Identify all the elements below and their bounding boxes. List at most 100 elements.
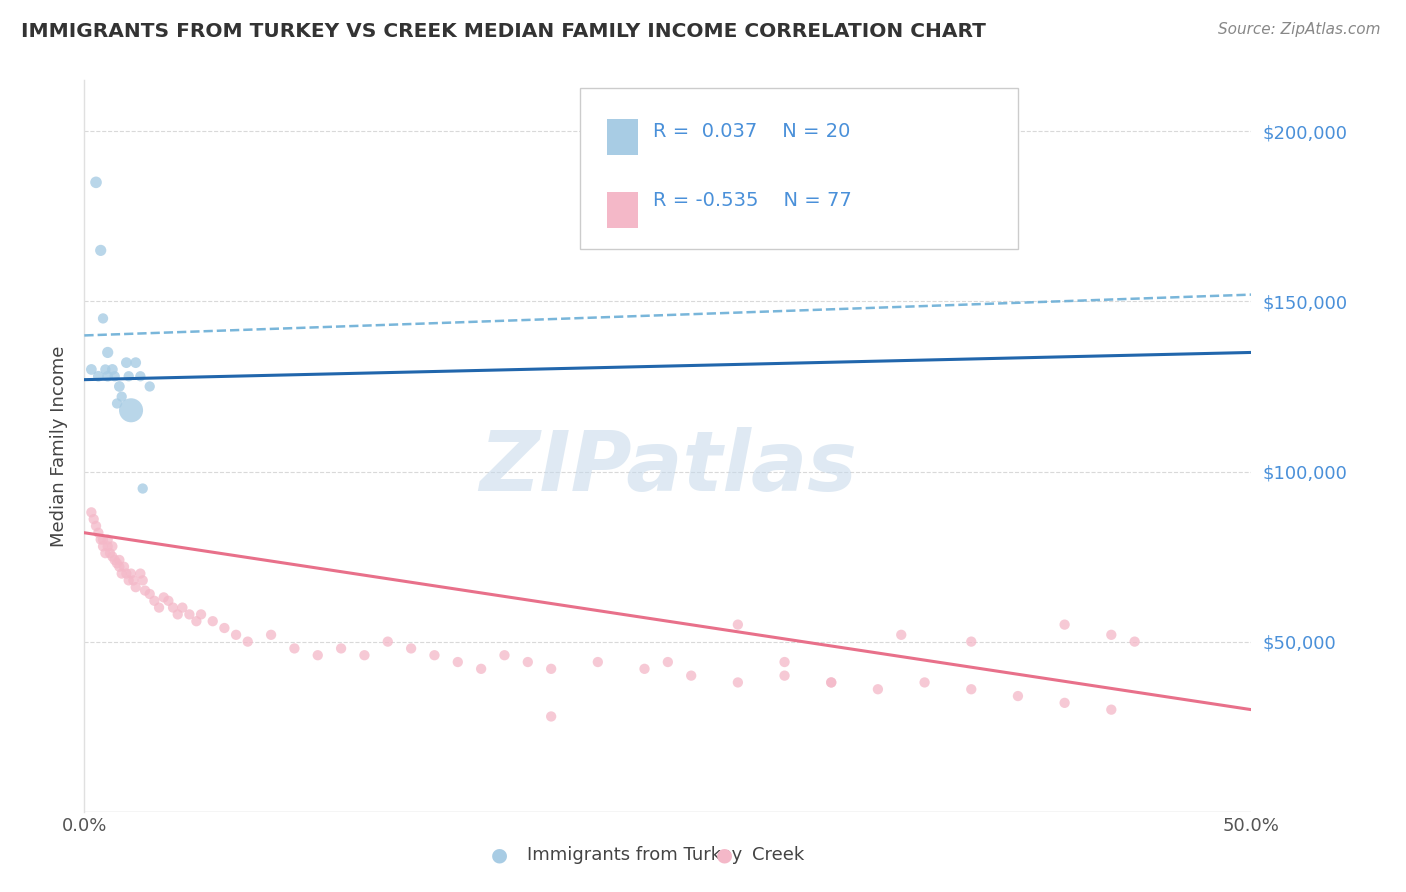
Point bbox=[105, 557, 128, 571]
Point bbox=[190, 607, 212, 622]
FancyBboxPatch shape bbox=[581, 87, 1018, 249]
Point bbox=[1099, 703, 1122, 717]
Point bbox=[214, 621, 236, 635]
Point bbox=[97, 533, 120, 547]
Point bbox=[866, 682, 889, 697]
Text: R =  0.037    N = 20: R = 0.037 N = 20 bbox=[652, 122, 851, 141]
Point bbox=[94, 362, 117, 376]
Point bbox=[84, 519, 107, 533]
Point bbox=[111, 566, 134, 581]
Point bbox=[101, 549, 124, 564]
Point bbox=[108, 559, 131, 574]
Point bbox=[129, 566, 152, 581]
Point bbox=[87, 369, 110, 384]
Point bbox=[118, 369, 141, 384]
Point bbox=[138, 379, 160, 393]
Point bbox=[540, 709, 562, 723]
FancyBboxPatch shape bbox=[607, 192, 637, 228]
Point bbox=[91, 533, 114, 547]
Point bbox=[132, 574, 155, 588]
Text: ●: ● bbox=[491, 845, 508, 864]
Point bbox=[470, 662, 492, 676]
Point bbox=[90, 244, 112, 258]
Point bbox=[90, 533, 112, 547]
Point bbox=[727, 675, 749, 690]
Point bbox=[773, 655, 796, 669]
Point bbox=[111, 390, 134, 404]
Point bbox=[97, 369, 120, 384]
Text: IMMIGRANTS FROM TURKEY VS CREEK MEDIAN FAMILY INCOME CORRELATION CHART: IMMIGRANTS FROM TURKEY VS CREEK MEDIAN F… bbox=[21, 22, 986, 41]
FancyBboxPatch shape bbox=[607, 119, 637, 155]
Point bbox=[84, 175, 107, 189]
Point bbox=[101, 540, 124, 554]
Point bbox=[120, 403, 142, 417]
Point bbox=[1053, 617, 1076, 632]
Point bbox=[657, 655, 679, 669]
Text: ZIPatlas: ZIPatlas bbox=[479, 427, 856, 508]
Point bbox=[307, 648, 329, 663]
Y-axis label: Median Family Income: Median Family Income bbox=[49, 345, 67, 547]
Point bbox=[80, 505, 103, 519]
Point bbox=[91, 311, 114, 326]
Point bbox=[1099, 628, 1122, 642]
Point bbox=[960, 634, 983, 648]
Point bbox=[727, 617, 749, 632]
Point bbox=[143, 594, 166, 608]
Point bbox=[447, 655, 470, 669]
Point bbox=[179, 607, 201, 622]
Text: R = -0.535    N = 77: R = -0.535 N = 77 bbox=[652, 192, 852, 211]
Text: Creek: Creek bbox=[752, 846, 804, 863]
Point bbox=[914, 675, 936, 690]
Point bbox=[330, 641, 353, 656]
Point bbox=[122, 574, 145, 588]
Point bbox=[516, 655, 538, 669]
Point bbox=[820, 675, 842, 690]
Point bbox=[225, 628, 247, 642]
Point bbox=[80, 362, 103, 376]
Point bbox=[260, 628, 283, 642]
Point bbox=[125, 356, 148, 370]
Point bbox=[162, 600, 184, 615]
Point bbox=[148, 600, 170, 615]
Point bbox=[83, 512, 105, 526]
Point bbox=[172, 600, 194, 615]
Text: Immigrants from Turkey: Immigrants from Turkey bbox=[527, 846, 742, 863]
Point bbox=[283, 641, 305, 656]
Point bbox=[152, 591, 174, 605]
Point bbox=[98, 546, 121, 560]
Point bbox=[890, 628, 912, 642]
Point bbox=[115, 356, 138, 370]
Point bbox=[97, 345, 120, 359]
Point bbox=[132, 482, 155, 496]
Point bbox=[129, 369, 152, 384]
Point bbox=[104, 369, 127, 384]
Text: Source: ZipAtlas.com: Source: ZipAtlas.com bbox=[1218, 22, 1381, 37]
Point bbox=[101, 362, 124, 376]
Point bbox=[104, 553, 127, 567]
Point bbox=[120, 566, 142, 581]
Point bbox=[87, 525, 110, 540]
Point bbox=[166, 607, 188, 622]
Point bbox=[112, 559, 135, 574]
Point bbox=[540, 662, 562, 676]
Point bbox=[118, 574, 141, 588]
Point bbox=[399, 641, 422, 656]
Point bbox=[108, 379, 131, 393]
Point bbox=[236, 634, 259, 648]
Point bbox=[108, 553, 131, 567]
Point bbox=[105, 396, 128, 410]
Point bbox=[633, 662, 655, 676]
Point bbox=[186, 614, 208, 628]
Point bbox=[681, 668, 703, 682]
Point bbox=[1007, 689, 1029, 703]
Point bbox=[377, 634, 399, 648]
Point bbox=[353, 648, 375, 663]
Point bbox=[138, 587, 160, 601]
Point bbox=[91, 540, 114, 554]
Point bbox=[494, 648, 516, 663]
Point bbox=[125, 580, 148, 594]
Point bbox=[586, 655, 609, 669]
Point bbox=[820, 675, 842, 690]
Text: ●: ● bbox=[716, 845, 733, 864]
Point bbox=[960, 682, 983, 697]
